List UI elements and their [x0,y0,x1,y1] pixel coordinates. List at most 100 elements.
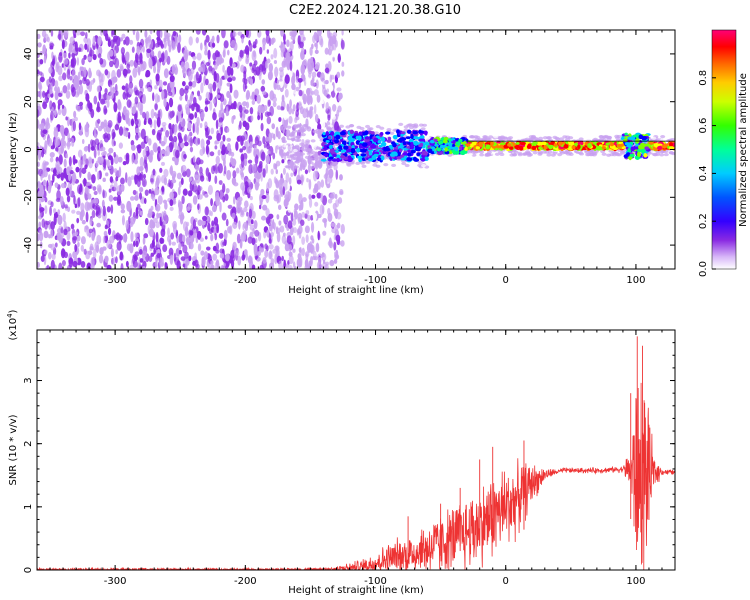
heatmap-cell [119,65,124,72]
heatmap-cell [57,99,63,106]
heatmap-cell [80,104,83,110]
heatmap-cell [278,220,282,226]
heatmap-cell [73,110,77,119]
heatmap-cell [219,201,222,213]
heatmap-cell [630,146,635,152]
heatmap-cell [149,149,154,157]
heatmap-cell [104,69,109,76]
heatmap-cell [326,94,331,99]
heatmap-cell [122,105,127,116]
heatmap-cell [410,142,414,148]
heatmap-cell [125,51,130,62]
heatmap-cell [315,79,319,89]
heatmap-cell [276,84,281,91]
heatmap-cell [205,126,210,136]
heatmap-cell [201,30,207,36]
heatmap-cell [187,190,193,197]
heatmap-cell [322,230,327,236]
heatmap-cell [319,238,325,250]
heatmap-cell [339,131,347,136]
heatmap-cell [221,30,226,39]
heatmap-cell [286,196,290,203]
heatmap-cell [77,71,81,80]
heatmap-cell [335,234,341,242]
heatmap-cell [52,208,57,214]
heatmap-cell [276,79,280,84]
heatmap-cell [261,90,267,95]
heatmap-cell [334,131,341,135]
heatmap-cell [299,152,305,156]
heatmap-cell [265,216,271,225]
heatmap-cell [125,220,129,230]
heatmap-cell [162,244,168,253]
heatmap-cell [40,255,45,262]
heatmap-cell [207,222,211,232]
heatmap-cell [61,39,65,50]
heatmap-cell [282,232,286,237]
heatmap-cell [42,129,48,135]
heatmap-cell [292,218,297,226]
heatmap-cell [177,132,182,139]
heatmap-cell [322,259,326,264]
heatmap-cell [233,89,239,99]
heatmap-cell [54,137,59,148]
heatmap-cell [139,59,143,65]
heatmap-cell [215,94,221,99]
heatmap-cell [200,175,205,182]
heatmap-cell [237,31,243,36]
heatmap-cell [156,212,160,219]
heatmap-cell [72,260,78,268]
heatmap-cell [253,50,256,58]
heatmap-cell [189,136,193,147]
heatmap-cell [39,85,43,90]
heatmap-cell [180,142,185,149]
heatmap-cell [316,94,321,103]
heatmap-cell [312,34,316,44]
heatmap-cell [149,58,153,70]
heatmap-cell [267,150,271,155]
heatmap-cell [81,138,85,145]
heatmap-cell [355,135,360,140]
heatmap-cell [317,219,321,227]
heatmap-cell [295,86,300,92]
heatmap-cell [131,46,135,53]
heatmap-cell [135,30,140,42]
heatmap-cell [107,227,112,236]
heatmap-cell [273,47,278,59]
heatmap-cell [327,212,333,222]
heatmap-cell [63,251,69,259]
heatmap-cell [200,42,203,51]
heatmap-cell [247,116,252,122]
heatmap-cell [63,140,67,149]
heatmap-cell [104,255,109,263]
heatmap-cell [599,135,605,139]
heatmap-cell [299,164,305,168]
heatmap-cell [162,199,168,204]
heatmap-cell [37,161,40,167]
heatmap-cell [329,162,335,167]
heatmap-cell [178,202,182,209]
heatmap-cell [96,222,102,228]
heatmap-cell [258,246,262,254]
heatmap-cell [209,100,213,111]
heatmap-cell [196,230,202,240]
heatmap-cell [406,145,411,149]
heatmap-cell [192,183,198,193]
heatmap-cell [84,186,89,194]
heatmap-cell [87,193,92,200]
heatmap-cell [299,256,303,268]
heatmap-cell [113,140,116,147]
heatmap-cell [239,148,244,153]
heatmap-cell [140,171,144,182]
heatmap-cell [166,235,172,243]
heatmap-cell [52,109,58,116]
heatmap-cell [356,125,362,129]
heatmap-cell [246,90,251,100]
heatmap-cell [113,196,118,201]
heatmap-cell [37,149,41,161]
heatmap-cell [626,152,631,157]
heatmap-cell [239,110,243,119]
heatmap-cell [555,137,561,141]
heatmap-cell [217,149,221,156]
heatmap-cell [272,152,276,160]
